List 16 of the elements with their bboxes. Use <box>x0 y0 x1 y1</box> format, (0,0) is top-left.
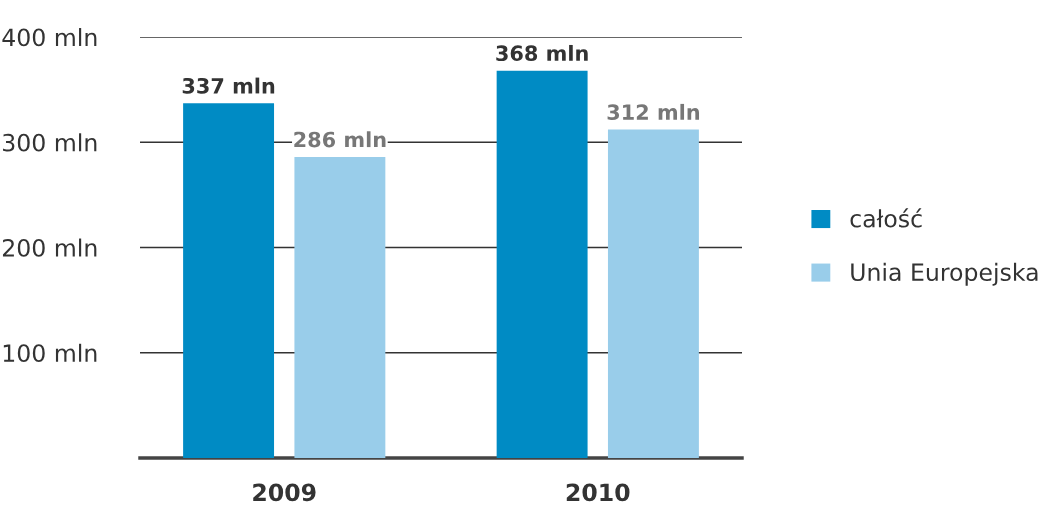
x-tick-label: 2009 <box>253 483 316 502</box>
bar <box>294 156 386 458</box>
bar <box>496 70 588 458</box>
y-tick-label: 100 mln <box>3 343 97 363</box>
legend-label: całość <box>850 208 922 228</box>
bar <box>607 129 699 458</box>
legend-label: Unia Europejska <box>851 262 1038 286</box>
data-label: 337 mln <box>182 77 275 94</box>
y-tick-label: 200 mln <box>2 238 97 257</box>
data-label: 286 mln <box>294 131 386 148</box>
bar <box>183 103 275 458</box>
y-tick-label: 300 mln <box>3 133 97 152</box>
x-tick-label: 2010 <box>566 483 630 502</box>
data-label: 368 mln <box>496 44 588 62</box>
y-tick-label: 400 mln <box>2 28 97 47</box>
data-label: 312 mln <box>607 103 700 121</box>
